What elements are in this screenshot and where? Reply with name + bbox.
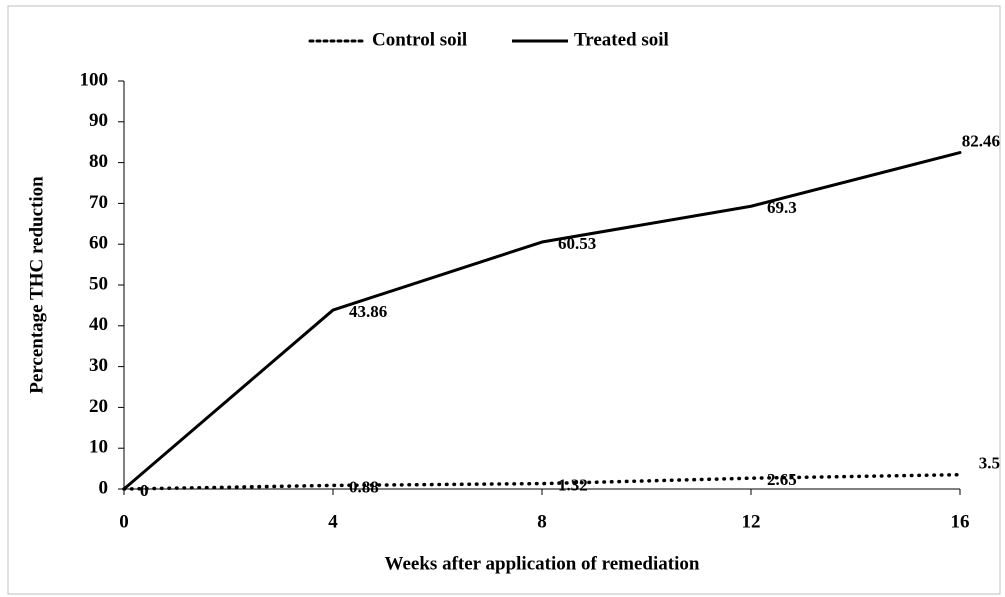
data-label: 82.46 <box>962 131 1000 150</box>
y-tick-label: 10 <box>89 437 108 458</box>
y-tick-label: 0 <box>99 477 109 498</box>
data-label: 60.53 <box>558 234 596 253</box>
y-tick-label: 20 <box>89 396 108 417</box>
y-tick-label: 100 <box>80 69 109 90</box>
y-tick-label: 80 <box>89 151 108 172</box>
chart-frame <box>7 5 1001 595</box>
x-tick-label: 12 <box>742 511 761 532</box>
y-tick-label: 40 <box>89 314 108 335</box>
y-tick-label: 30 <box>89 355 108 376</box>
data-label: 69.3 <box>767 198 797 217</box>
y-tick-label: 50 <box>89 273 108 294</box>
x-tick-label: 8 <box>537 511 547 532</box>
x-tick-label: 4 <box>328 511 338 532</box>
x-tick-label: 16 <box>951 511 970 532</box>
data-label: 43.86 <box>349 302 387 321</box>
data-label: 2.65 <box>767 470 797 489</box>
data-label: 1.32 <box>558 476 588 495</box>
y-axis-title: Percentage THC reduction <box>26 176 47 394</box>
x-tick-label: 0 <box>119 511 129 532</box>
x-axis-title: Weeks after application of remediation <box>385 553 700 574</box>
data-label: 0 <box>140 481 149 500</box>
legend-label: Control soil <box>372 29 467 50</box>
y-tick-label: 90 <box>89 110 108 131</box>
data-line <box>122 151 962 491</box>
data-line <box>122 472 962 491</box>
y-tick-label: 70 <box>89 192 108 213</box>
data-label: 0.88 <box>349 477 379 496</box>
legend-label: Treated soil <box>574 29 669 50</box>
data-label: 0 <box>140 481 149 500</box>
y-tick-label: 60 <box>89 233 108 254</box>
data-label: 3.5 <box>979 454 1000 473</box>
